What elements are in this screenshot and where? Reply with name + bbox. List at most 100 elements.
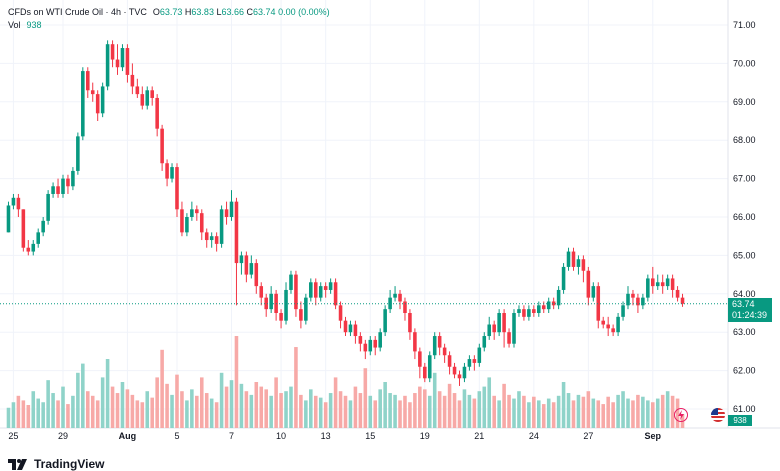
volume-bar [660,394,665,428]
candle-body [472,359,477,363]
us-flag-icon[interactable] [711,408,725,422]
candle-body [591,286,596,298]
candle-body [264,297,268,310]
candle-body [46,193,50,221]
candle-body [403,301,407,313]
candle-body [36,232,40,244]
price-tick-label: 69.00 [733,97,756,107]
volume-bar [522,395,526,428]
volume-bar [576,394,581,428]
candle-body [680,297,685,304]
candle-body [546,301,551,310]
candle-body [318,286,323,298]
candle-body [160,128,164,164]
volume-bar [646,400,650,428]
time-axis[interactable]: 25 29 Aug 5 7 10 13 15 19 21 24 27 Sep [8,431,661,441]
candle-body [214,236,219,244]
candle-body [66,178,70,187]
volume-bar [447,383,452,428]
candle-body [190,209,194,217]
volume-bar [175,374,179,428]
volume-bar [125,389,130,428]
volume-bar [190,389,194,428]
candle-body [140,94,145,106]
candle-body [670,278,675,290]
price-axis[interactable]: 71.00 70.00 69.00 68.00 67.00 66.00 65.00 64.00… [733,20,756,414]
volume-bar [304,400,308,428]
candle-body [621,305,625,317]
volume-bar [170,394,174,428]
volume-bar [160,349,164,428]
price-tick-label: 70.00 [733,58,756,68]
volume-bar [383,382,387,428]
candle-body [195,209,199,214]
volume-label: Vol [8,20,21,30]
candle-body [338,305,343,321]
lightning-icon[interactable] [674,408,688,422]
price-tick-label: 64.00 [733,289,756,299]
candle-body [378,332,382,348]
volume-bar [219,372,224,428]
volume-bar [249,394,254,428]
volume-bar [150,397,154,428]
candle-body [631,293,635,298]
volume-bar [497,400,501,428]
volume-bar [318,397,323,428]
candle-body [532,309,536,313]
candle-body [418,351,422,367]
volume-bar [199,377,204,428]
time-tick-label: 13 [321,431,331,441]
symbol-title[interactable]: CFDs on WTI Crude Oil · 4h · TVC [8,7,147,17]
volume-bar [105,359,110,428]
volume-bar [358,393,363,428]
volume-bar [368,395,373,428]
volume-bar [596,400,601,428]
volume-bar [264,389,268,428]
volume-bar [259,386,264,428]
volume-bar [185,400,189,428]
volume-bar [507,394,511,428]
volume-bar [561,382,566,428]
tradingview-logo[interactable]: TradingView [8,457,104,471]
price-tick-label: 62.00 [733,366,756,376]
candle-body [626,293,630,306]
ohlc-values: O63.73 H63.83 L63.66 C63.74 0.00 (0.00%) [153,6,330,18]
volume-bar [21,400,26,428]
candle-body [522,309,526,317]
candle-body [576,259,581,267]
candle-body [606,324,610,329]
volume-bar [6,407,11,428]
volume-bar [195,395,199,428]
candle-body [452,366,457,375]
volume-bar [616,394,620,428]
volume-bar [457,400,462,428]
volume-row: Vol 938 [8,19,330,31]
volume-bar [204,393,209,428]
chart-legend: CFDs on WTI Crude Oil · 4h · TVC O63.73 … [8,6,330,31]
candle-body [85,71,90,91]
candle-body [224,209,229,217]
price-tick-label: 71.00 [733,20,756,30]
volume-bar [601,404,606,428]
volume-bar [26,405,31,428]
volume-bar [621,391,625,428]
candle-body [655,282,660,287]
candle-body [413,332,417,352]
candle-body [641,297,645,306]
bar-countdown: 01:24:39 [732,309,768,320]
candle-body [383,309,387,333]
candle-body [427,355,432,379]
time-tick-label: 29 [58,431,68,441]
candle-body [180,209,184,233]
candle-body [462,366,467,379]
volume-bar [209,398,214,428]
time-tick-label: 5 [174,431,179,441]
candle-body [56,186,60,194]
volume-layer [6,336,685,428]
candle-body [299,309,303,321]
volume-bar [145,391,150,428]
volume-bar [413,393,417,428]
candle-body [675,289,680,298]
volume-bar [442,395,447,428]
